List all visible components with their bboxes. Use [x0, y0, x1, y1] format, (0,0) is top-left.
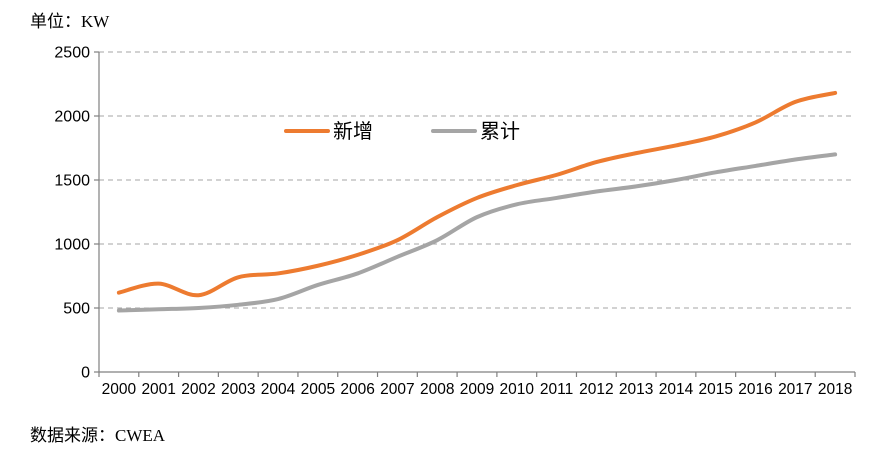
x-axis-label: 2012 [579, 381, 613, 398]
x-axis-label: 2005 [301, 381, 335, 398]
x-axis-label: 2001 [141, 381, 175, 398]
series-line-0 [116, 90, 838, 298]
x-axis-label: 2007 [380, 381, 414, 398]
x-axis-label: 2017 [778, 381, 812, 398]
x-axis-label: 2006 [340, 381, 374, 398]
x-axis-label: 2015 [698, 381, 732, 398]
legend-label-0: 新增 [333, 120, 373, 143]
x-axis-label: 2010 [500, 381, 535, 398]
legend-label-1: 累计 [480, 120, 520, 143]
x-axis-label: 2009 [460, 381, 494, 398]
series-line-1 [116, 152, 838, 313]
x-axis-label: 2014 [659, 381, 694, 398]
y-axis-label: 2000 [54, 109, 90, 126]
x-axis-label: 2018 [818, 381, 852, 398]
y-axis-label: 2500 [54, 45, 90, 62]
x-axis-label: 2003 [221, 381, 255, 398]
y-axis-label: 500 [63, 301, 90, 318]
source-label: 数据来源：CWEA [30, 426, 166, 445]
x-axis-label: 2016 [738, 381, 772, 398]
unit-label: 单位：KW [30, 12, 110, 31]
x-axis-label: 2000 [102, 381, 137, 398]
x-axis-label: 2008 [420, 381, 454, 398]
x-axis-label: 2004 [261, 381, 296, 398]
x-axis-label: 2002 [181, 381, 215, 398]
y-axis-label: 1500 [54, 173, 90, 190]
x-axis-label: 2011 [540, 381, 573, 398]
y-axis-label: 1000 [54, 237, 90, 254]
x-axis-label: 2013 [619, 381, 653, 398]
y-axis-label: 0 [81, 365, 90, 382]
